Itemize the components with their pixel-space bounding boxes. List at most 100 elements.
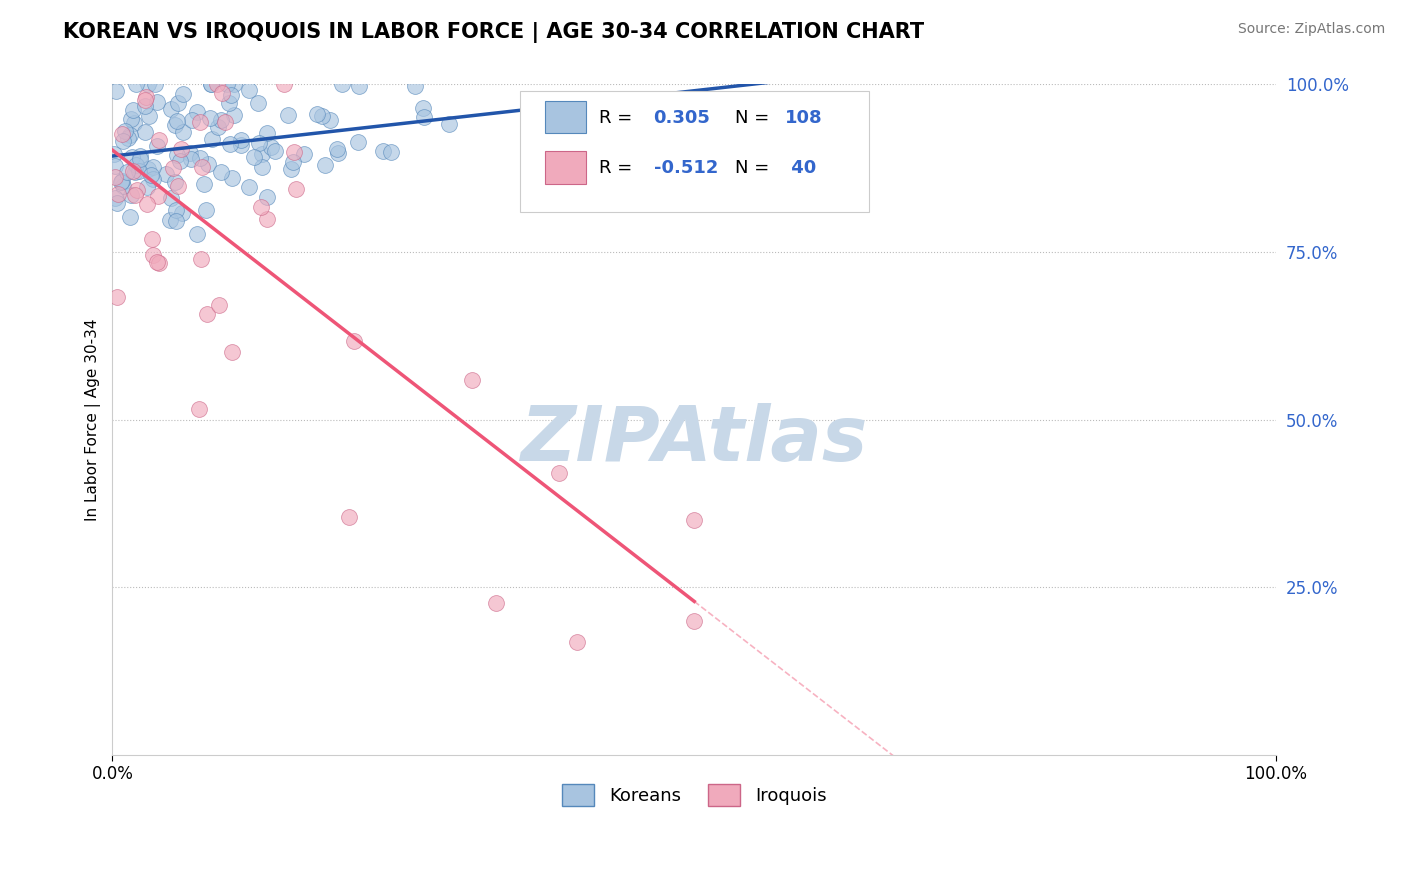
Point (134, 99, 156, 113)
Point (330, 78, 353, 92)
Point (578, 106, 600, 120)
Point (256, 190, 278, 204)
Point (247, 136, 270, 150)
Point (565, 634, 588, 648)
Point (104, 191, 127, 205)
Point (166, 96, 188, 111)
Text: N =: N = (735, 109, 775, 127)
Point (190, 252, 212, 266)
Point (221, 345, 243, 359)
Point (145, 95, 167, 110)
Point (208, 298, 231, 312)
Point (166, 148, 188, 162)
Point (285, 182, 308, 196)
Text: ZIPAtlas: ZIPAtlas (520, 403, 868, 477)
Point (122, 163, 145, 178)
Point (404, 79, 426, 94)
Point (179, 146, 201, 161)
Point (146, 189, 169, 203)
Point (111, 179, 134, 194)
Point (214, 115, 236, 129)
Point (412, 102, 434, 116)
Point (107, 186, 129, 201)
Point (124, 187, 146, 202)
Point (166, 114, 188, 128)
Bar (546, 152, 586, 184)
Text: -0.512: -0.512 (654, 160, 718, 178)
Point (142, 172, 165, 186)
Point (105, 196, 128, 211)
Point (148, 255, 170, 269)
Point (146, 138, 169, 153)
Point (371, 144, 394, 158)
Point (155, 167, 177, 181)
Point (200, 78, 222, 92)
Point (346, 135, 368, 149)
Point (218, 95, 240, 110)
Point (221, 170, 243, 185)
Point (125, 158, 148, 172)
Point (219, 136, 242, 151)
Point (548, 467, 571, 481)
Point (110, 175, 132, 189)
Point (159, 213, 181, 227)
Point (292, 147, 315, 161)
Point (311, 109, 333, 123)
Point (104, 159, 127, 173)
Point (136, 78, 159, 92)
Point (148, 133, 170, 147)
Y-axis label: In Labor Force | Age 30-34: In Labor Force | Age 30-34 (86, 318, 101, 521)
Text: KOREAN VS IROQUOIS IN LABOR FORCE | AGE 30-34 CORRELATION CHART: KOREAN VS IROQUOIS IN LABOR FORCE | AGE … (63, 22, 924, 44)
Point (142, 161, 165, 175)
Point (134, 125, 156, 139)
Point (186, 105, 208, 120)
Text: Source: ZipAtlas.com: Source: ZipAtlas.com (1237, 22, 1385, 37)
Point (165, 118, 187, 132)
Text: 40: 40 (785, 160, 817, 178)
Point (412, 110, 434, 124)
Point (124, 165, 146, 179)
Point (186, 227, 208, 241)
Point (180, 113, 202, 128)
Point (111, 134, 134, 148)
Point (170, 205, 193, 219)
Text: R =: R = (599, 160, 638, 178)
Point (125, 78, 148, 92)
Point (142, 248, 165, 262)
Point (141, 232, 163, 246)
Point (114, 124, 136, 138)
Point (165, 214, 187, 228)
Point (121, 103, 143, 117)
Point (117, 130, 139, 145)
Point (111, 174, 134, 188)
Point (180, 152, 202, 166)
Point (120, 187, 142, 202)
Point (118, 210, 141, 224)
Point (247, 96, 270, 111)
Point (219, 88, 242, 103)
Point (217, 78, 239, 92)
Point (170, 142, 193, 156)
Text: N =: N = (735, 160, 775, 178)
Point (280, 162, 302, 177)
Point (105, 84, 128, 98)
Point (211, 86, 233, 100)
Point (122, 116, 145, 130)
Point (264, 144, 287, 158)
Point (135, 90, 157, 104)
Point (195, 307, 218, 321)
Point (209, 112, 232, 127)
Point (121, 150, 143, 164)
Point (143, 78, 166, 92)
Point (252, 146, 274, 161)
Point (136, 162, 159, 177)
Point (191, 160, 214, 174)
Point (283, 145, 305, 159)
Point (136, 197, 159, 211)
Point (349, 78, 371, 93)
Point (207, 120, 229, 134)
Point (200, 78, 222, 92)
Point (380, 145, 402, 160)
Point (305, 107, 328, 121)
Point (256, 126, 278, 140)
